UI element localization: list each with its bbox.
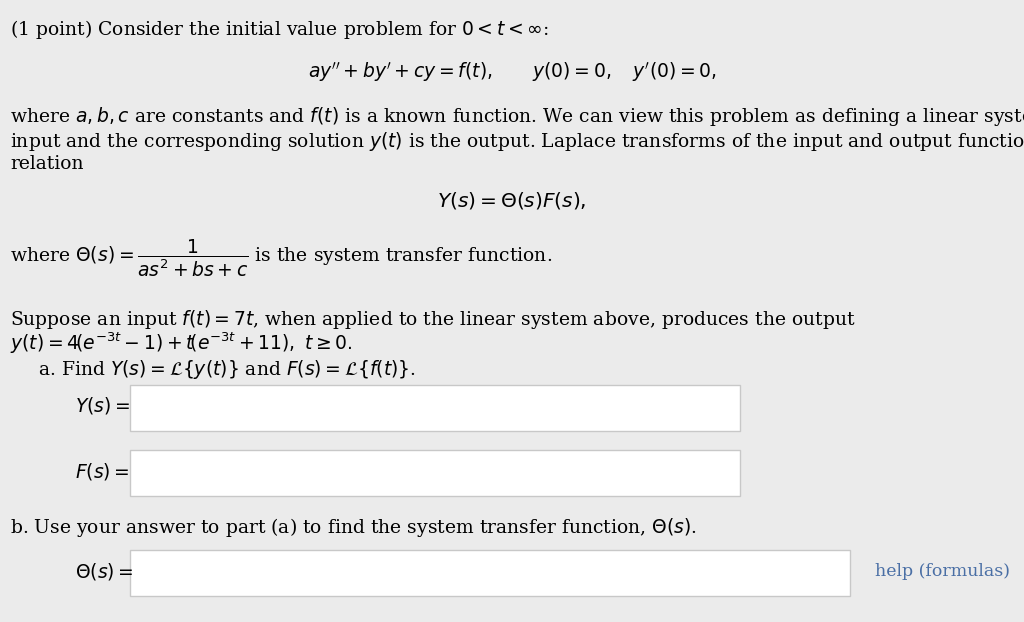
Text: where $\Theta(s) = \dfrac{1}{as^2 + bs + c}$ is the system transfer function.: where $\Theta(s) = \dfrac{1}{as^2 + bs +… — [10, 238, 552, 279]
Text: $ay'' + by' + cy = f(t), \qquad y(0) = 0, \quad y'(0) = 0,$: $ay'' + by' + cy = f(t), \qquad y(0) = 0… — [307, 60, 717, 84]
Text: (1 point) Consider the initial value problem for $0 < t < \infty$:: (1 point) Consider the initial value pro… — [10, 18, 549, 41]
Bar — [130, 385, 740, 431]
Text: $F(s) = $: $F(s) = $ — [75, 460, 130, 481]
Bar — [130, 550, 850, 596]
Bar — [130, 450, 740, 496]
Text: $y(t) = 4\!\left(e^{-3t} - 1\right) + t\!\left(e^{-3t} + 11\right),\ t \geq 0.$: $y(t) = 4\!\left(e^{-3t} - 1\right) + t\… — [10, 330, 352, 356]
Text: $\Theta(s) = $: $\Theta(s) = $ — [75, 560, 133, 582]
Text: a. Find $Y(s) = \mathcal{L}\{y(t)\}$ and $F(s) = \mathcal{L}\{f(t)\}$.: a. Find $Y(s) = \mathcal{L}\{y(t)\}$ and… — [38, 358, 416, 381]
Text: relation: relation — [10, 155, 84, 173]
Text: $Y(s) = $: $Y(s) = $ — [75, 396, 130, 417]
Text: b. Use your answer to part (a) to find the system transfer function, $\Theta(s)$: b. Use your answer to part (a) to find t… — [10, 516, 697, 539]
Text: Suppose an input $f(t) = 7t$, when applied to the linear system above, produces : Suppose an input $f(t) = 7t$, when appli… — [10, 308, 856, 331]
Text: help (formulas): help (formulas) — [874, 562, 1010, 580]
Text: where $a, b, c$ are constants and $f(t)$ is a known function. We can view this p: where $a, b, c$ are constants and $f(t)$… — [10, 105, 1024, 128]
Text: input and the corresponding solution $y(t)$ is the output. Laplace transforms of: input and the corresponding solution $y(… — [10, 130, 1024, 153]
Text: $Y(s) = \Theta(s)F(s),$: $Y(s) = \Theta(s)F(s),$ — [437, 190, 587, 211]
